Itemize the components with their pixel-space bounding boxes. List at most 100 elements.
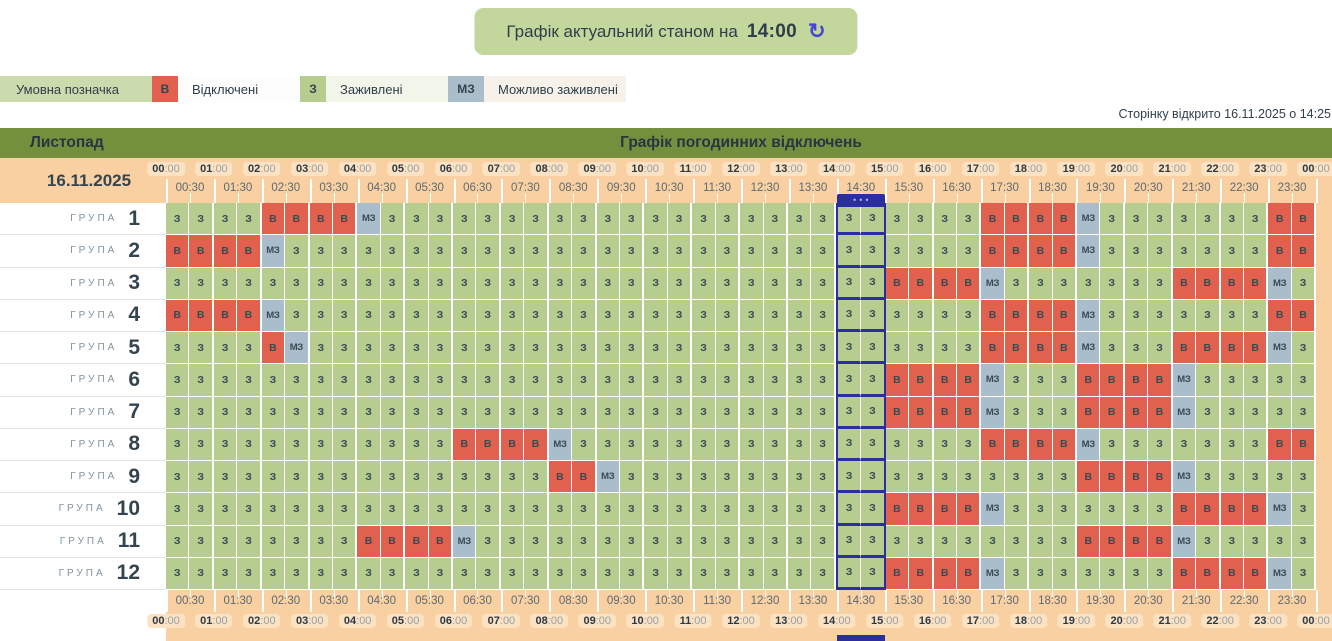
time-tick bbox=[764, 193, 766, 203]
schedule-cell: В bbox=[956, 396, 982, 429]
time-tick bbox=[429, 590, 431, 600]
time-tick bbox=[788, 590, 791, 612]
time-tick bbox=[621, 590, 623, 600]
schedule-cell: З bbox=[1124, 332, 1149, 365]
schedule-cell: З bbox=[1124, 493, 1149, 526]
half-hour-label: 16:30 bbox=[942, 182, 972, 194]
time-header-band: 16.11.2025 00:30 01:30 02:30 03:30 04:30 05:3… bbox=[0, 158, 1332, 207]
schedule-cell: В bbox=[1196, 493, 1221, 526]
half-hour-label: 03:30 bbox=[319, 182, 349, 194]
schedule-cell: З bbox=[885, 203, 910, 236]
hour-label: 20:00 bbox=[1105, 162, 1144, 176]
half-hour-label: 17:30 bbox=[990, 182, 1019, 194]
schedule-cell: В bbox=[1052, 203, 1078, 236]
schedule-cell: МЗ bbox=[1172, 461, 1197, 494]
half-hour-label: 22:30 bbox=[1229, 595, 1259, 607]
schedule-cell: З bbox=[524, 461, 549, 494]
group-number: 10 bbox=[116, 496, 140, 520]
schedule-cell: З bbox=[237, 525, 262, 558]
schedule-cell: З bbox=[667, 557, 693, 590]
time-tick bbox=[1268, 590, 1271, 612]
schedule-cell: МЗ bbox=[453, 525, 477, 558]
schedule-cell: З bbox=[548, 299, 573, 332]
schedule-cell: З bbox=[572, 364, 597, 397]
group-word: ГРУПА bbox=[70, 213, 118, 225]
time-tick bbox=[1316, 590, 1318, 612]
schedule-cell: З bbox=[524, 299, 549, 332]
schedule-cell: З bbox=[1268, 461, 1292, 494]
time-tick bbox=[645, 179, 648, 203]
schedule-cell: З bbox=[548, 267, 573, 300]
schedule-cell: З bbox=[524, 332, 549, 365]
schedule-cell: З bbox=[620, 557, 645, 590]
schedule-cell: З bbox=[620, 396, 645, 429]
time-tick bbox=[573, 193, 575, 203]
schedule-cell: З bbox=[909, 525, 934, 558]
group-number: 6 bbox=[128, 367, 140, 391]
schedule-cell: З bbox=[861, 428, 886, 461]
schedule-cell: В bbox=[1077, 396, 1101, 429]
legend-swatch-z: З bbox=[300, 76, 326, 102]
time-tick bbox=[573, 590, 575, 600]
schedule-cell: З bbox=[1291, 493, 1317, 526]
schedule-cell: В bbox=[1196, 332, 1221, 365]
schedule-cell: В bbox=[1148, 461, 1173, 494]
schedule-cell: З bbox=[213, 525, 238, 558]
half-hour-label: 08:30 bbox=[558, 182, 588, 194]
schedule-cell: З bbox=[476, 364, 501, 397]
schedule-cell: З bbox=[405, 396, 429, 429]
legend: Умовна позначка В Відключені З Заживлені МЗ М… bbox=[0, 76, 626, 102]
refresh-icon[interactable]: ↻ bbox=[807, 20, 826, 43]
schedule-cell: З bbox=[237, 267, 262, 300]
schedule-cell: МЗ bbox=[1077, 428, 1101, 461]
schedule-cell: З bbox=[1268, 396, 1292, 429]
time-tick bbox=[1220, 590, 1223, 612]
half-hour-label: 00:30 bbox=[175, 595, 205, 607]
schedule-cell: З bbox=[453, 461, 477, 494]
hour-label: 03:00 bbox=[290, 614, 329, 628]
schedule-cell: З bbox=[885, 332, 910, 365]
time-tick bbox=[309, 590, 312, 612]
schedule-cell: МЗ bbox=[1077, 235, 1101, 268]
schedule-cell: З bbox=[476, 235, 501, 268]
group-word: ГРУПА bbox=[70, 309, 118, 321]
schedule-cell: З bbox=[380, 299, 406, 332]
schedule-cell: В bbox=[405, 525, 429, 558]
schedule-cell: В bbox=[956, 364, 982, 397]
schedule-cell: З bbox=[956, 332, 982, 365]
schedule-cell: З bbox=[357, 557, 381, 590]
schedule-cell: З bbox=[596, 267, 621, 300]
schedule-cell: З bbox=[909, 332, 934, 365]
schedule-cell: З bbox=[285, 364, 310, 397]
schedule-cell: МЗ bbox=[548, 428, 573, 461]
schedule-cell: В bbox=[1052, 332, 1078, 365]
schedule-cell: В bbox=[933, 267, 957, 300]
time-tick bbox=[261, 590, 264, 612]
schedule-cell: З bbox=[166, 525, 190, 558]
schedule-cell: В bbox=[1268, 428, 1292, 461]
time-tick bbox=[1028, 590, 1031, 612]
schedule-cell: З bbox=[740, 364, 764, 397]
schedule-cell: З bbox=[166, 267, 190, 300]
schedule-cell: З bbox=[1004, 267, 1030, 300]
schedule-cell: З bbox=[835, 461, 862, 494]
schedule-cell: З bbox=[740, 396, 764, 429]
time-header-top: 00:30 01:30 02:30 03:30 04:30 05:30 06:30 07:30… bbox=[147, 158, 1332, 207]
time-footer-band: 00:30 01:30 02:30 03:30 04:30 05:30 06:30 07:30… bbox=[147, 590, 1332, 641]
schedule-cell: З bbox=[644, 461, 668, 494]
schedule-cell: З bbox=[261, 461, 286, 494]
schedule-cell: МЗ bbox=[1268, 557, 1292, 590]
schedule-cell: З bbox=[166, 396, 190, 429]
half-hour-label: 06:30 bbox=[463, 595, 492, 607]
schedule-cell: В bbox=[1124, 364, 1149, 397]
schedule-cell: В bbox=[1004, 428, 1030, 461]
time-tick bbox=[381, 590, 383, 600]
schedule-cell: З bbox=[715, 235, 741, 268]
half-hour-label: 19:30 bbox=[1085, 182, 1115, 194]
schedule-cell: З bbox=[405, 299, 429, 332]
schedule-cell: З bbox=[763, 364, 788, 397]
schedule-cell: З bbox=[1100, 235, 1125, 268]
schedule-cell: В bbox=[1243, 267, 1269, 300]
schedule-cell: З bbox=[1004, 493, 1030, 526]
schedule-cell: З bbox=[189, 557, 214, 590]
